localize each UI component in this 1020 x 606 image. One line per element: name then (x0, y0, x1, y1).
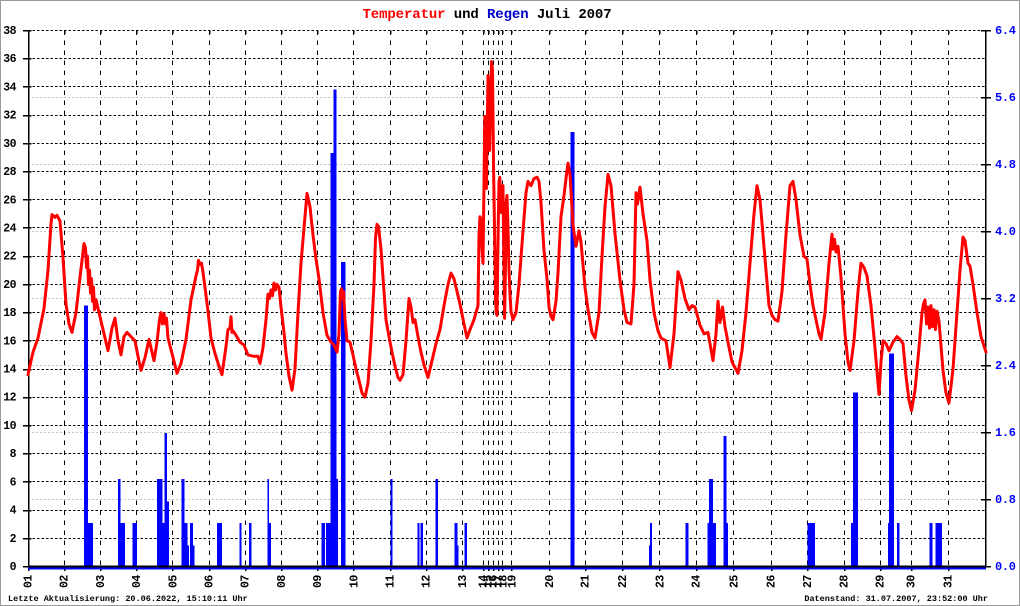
svg-text:20: 20 (3, 279, 16, 292)
svg-text:3.2: 3.2 (995, 292, 1016, 306)
svg-text:22: 22 (3, 251, 16, 264)
svg-text:13: 13 (457, 575, 470, 588)
svg-text:24: 24 (691, 575, 704, 588)
svg-text:10: 10 (348, 575, 361, 588)
svg-text:Datenstand: 31.07.2007, 23:52:: Datenstand: 31.07.2007, 23:52:00 Uhr (804, 594, 988, 604)
svg-text:14: 14 (3, 364, 16, 377)
svg-text:29: 29 (875, 575, 888, 588)
svg-text:26: 26 (3, 194, 16, 207)
svg-text:34: 34 (3, 81, 16, 94)
svg-text:18: 18 (3, 307, 16, 320)
svg-text:1.6: 1.6 (995, 426, 1016, 440)
svg-text:09: 09 (312, 575, 325, 588)
svg-text:07: 07 (240, 575, 253, 588)
svg-text:05: 05 (167, 575, 180, 588)
svg-text:01: 01 (23, 575, 36, 588)
svg-text:8: 8 (10, 448, 17, 461)
svg-text:02: 02 (59, 575, 72, 588)
svg-text:08: 08 (276, 575, 289, 588)
svg-text:20: 20 (544, 575, 557, 588)
svg-text:10: 10 (3, 420, 16, 433)
svg-text:04: 04 (131, 575, 144, 588)
svg-text:12: 12 (3, 392, 16, 405)
svg-text:28: 28 (839, 575, 852, 588)
svg-text:23: 23 (654, 575, 667, 588)
svg-text:0.8: 0.8 (995, 493, 1016, 507)
svg-text:14: 14 (478, 575, 491, 588)
svg-text:Letzte Aktualisierung: 20.06.2: Letzte Aktualisierung: 20.06.2022, 15:10… (8, 594, 248, 604)
svg-text:15: 15 (483, 575, 496, 588)
svg-text:19: 19 (506, 575, 519, 588)
svg-text:0.0: 0.0 (995, 560, 1016, 574)
svg-text:25: 25 (728, 575, 741, 588)
svg-text:30: 30 (3, 138, 16, 151)
svg-text:36: 36 (3, 53, 16, 66)
svg-text:16: 16 (488, 575, 501, 588)
svg-text:5.6: 5.6 (995, 91, 1016, 105)
svg-text:28: 28 (3, 166, 16, 179)
svg-text:06: 06 (204, 575, 217, 588)
svg-text:22: 22 (617, 575, 630, 588)
svg-text:16: 16 (3, 335, 16, 348)
svg-text:2.4: 2.4 (995, 359, 1016, 373)
svg-text:30: 30 (906, 575, 919, 588)
svg-text:38: 38 (3, 25, 16, 38)
svg-text:18: 18 (497, 575, 510, 588)
svg-text:17: 17 (493, 575, 506, 588)
svg-text:6: 6 (10, 476, 17, 489)
svg-text:4: 4 (10, 505, 17, 518)
svg-text:27: 27 (802, 575, 815, 588)
svg-text:26: 26 (766, 575, 779, 588)
svg-text:31: 31 (943, 575, 956, 588)
svg-text:4.8: 4.8 (995, 158, 1016, 172)
svg-text:21: 21 (580, 575, 593, 588)
svg-text:24: 24 (3, 223, 16, 236)
svg-text:Temperatur und Regen Juli 2007: Temperatur und Regen Juli 2007 (362, 7, 611, 23)
svg-text:32: 32 (3, 110, 16, 123)
svg-text:11: 11 (385, 575, 398, 588)
svg-text:03: 03 (95, 575, 108, 588)
svg-text:2: 2 (10, 533, 17, 546)
svg-text:0: 0 (10, 561, 17, 574)
svg-text:12: 12 (421, 575, 434, 588)
svg-text:6.4: 6.4 (995, 24, 1016, 38)
svg-text:4.0: 4.0 (995, 225, 1016, 239)
